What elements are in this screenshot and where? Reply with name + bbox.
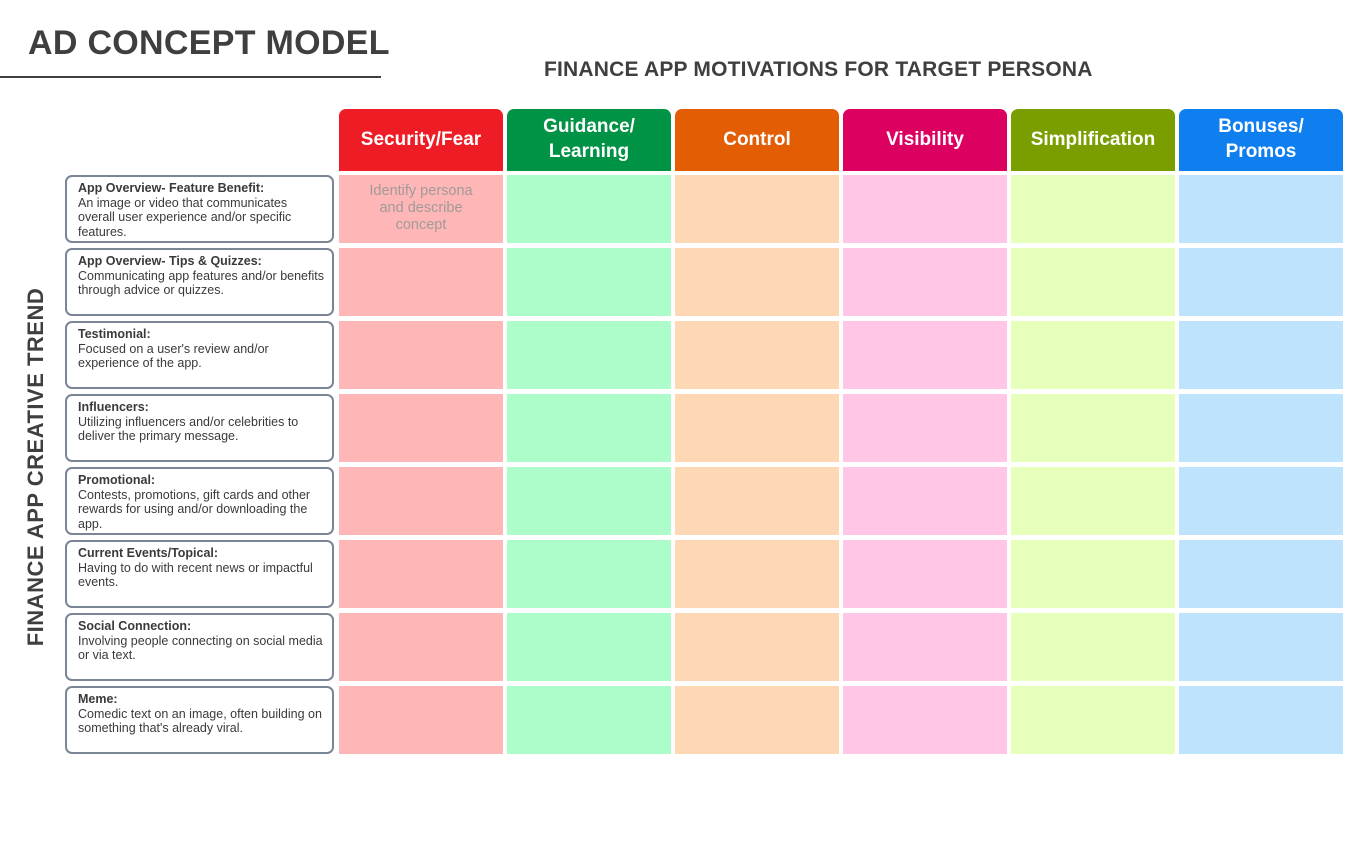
row-label: Current Events/Topical: Having to do with…: [65, 540, 334, 608]
matrix-cell[interactable]: Identify persona and describe concept: [339, 175, 503, 243]
row-label: Testimonial: Focused on a user's review a…: [65, 321, 334, 389]
matrix-cell[interactable]: [1011, 248, 1175, 316]
page-title: AD CONCEPT MODEL: [28, 24, 390, 62]
row-label: Influencers: Utilizing influencers and/or…: [65, 394, 334, 462]
matrix-cell[interactable]: [507, 394, 671, 462]
matrix-cell[interactable]: [1179, 321, 1343, 389]
matrix-cell[interactable]: [675, 394, 839, 462]
matrix-cell[interactable]: [339, 540, 503, 608]
column-header: Security/Fear: [339, 109, 503, 171]
matrix-cell[interactable]: [507, 613, 671, 681]
matrix-cell[interactable]: [339, 613, 503, 681]
matrix-cell[interactable]: [843, 540, 1007, 608]
cell-text: Identify persona and describe concept: [369, 183, 473, 233]
column-header-label: Guidance/ Learning: [543, 116, 635, 162]
matrix-cell[interactable]: [1179, 467, 1343, 535]
column-header-label: Security/Fear: [360, 128, 482, 150]
column-header: Visibility: [843, 109, 1007, 171]
matrix-cell[interactable]: [675, 540, 839, 608]
matrix-title: FINANCE APP MOTIVATIONS FOR TARGET PERSO…: [544, 58, 1093, 81]
row-label-title: Meme:: [78, 692, 118, 706]
matrix-cell[interactable]: [339, 686, 503, 754]
matrix-cell[interactable]: [1011, 175, 1175, 243]
matrix-cell[interactable]: [1179, 613, 1343, 681]
row-label-description: Having to do with recent news or impactf…: [78, 560, 313, 590]
row-label-description: Involving people connecting on social me…: [78, 633, 323, 663]
column-header: Simplification: [1011, 109, 1175, 171]
matrix-cell[interactable]: [1011, 394, 1175, 462]
matrix-cell[interactable]: [843, 467, 1007, 535]
matrix-cell[interactable]: [507, 467, 671, 535]
matrix-cell[interactable]: [1179, 540, 1343, 608]
row-label-title: Social Connection:: [78, 619, 192, 633]
row-label-description: Utilizing influencers and/or celebrities…: [78, 414, 299, 444]
row-label-description: Focused on a user's review and/or experi…: [78, 341, 269, 371]
row-label-description: Comedic text on an image, often building…: [78, 706, 322, 736]
matrix-cell[interactable]: [1179, 175, 1343, 243]
matrix-cell[interactable]: [675, 467, 839, 535]
column-header-label: Simplification: [1030, 128, 1156, 150]
column-header-label: Control: [723, 128, 791, 150]
row-label: Promotional: Contests, promotions, gift c…: [65, 467, 334, 535]
matrix-cell[interactable]: [339, 394, 503, 462]
matrix-cell[interactable]: [1179, 394, 1343, 462]
matrix-cell[interactable]: [1011, 467, 1175, 535]
matrix-cell[interactable]: [675, 686, 839, 754]
matrix-cell[interactable]: [1011, 540, 1175, 608]
matrix-cell[interactable]: [1011, 686, 1175, 754]
matrix-cell[interactable]: [1011, 321, 1175, 389]
matrix-cell[interactable]: [339, 467, 503, 535]
matrix-cell[interactable]: [843, 613, 1007, 681]
matrix-cell[interactable]: [675, 175, 839, 243]
title-divider: [0, 76, 381, 78]
matrix-cell[interactable]: [675, 321, 839, 389]
matrix-cell[interactable]: [843, 394, 1007, 462]
row-label-title: Testimonial:: [78, 327, 151, 341]
column-header: Guidance/ Learning: [507, 109, 671, 171]
matrix-cell[interactable]: [339, 321, 503, 389]
row-label-title: App Overview- Feature Benefit:: [78, 181, 265, 195]
matrix-cell[interactable]: [507, 248, 671, 316]
row-label-title: Promotional:: [78, 473, 156, 487]
row-label: App Overview- Feature Benefit: An image o…: [65, 175, 334, 243]
row-label-description: Communicating app features and/or benefi…: [78, 268, 324, 298]
column-header-label: Bonuses/ Promos: [1218, 116, 1304, 162]
row-label: Social Connection: Involving people conne…: [65, 613, 334, 681]
row-label-title: Influencers:: [78, 400, 149, 414]
matrix-cell[interactable]: [675, 248, 839, 316]
matrix-cell[interactable]: [675, 613, 839, 681]
matrix-cell[interactable]: [507, 321, 671, 389]
matrix-cell[interactable]: [507, 540, 671, 608]
row-label-description: An image or video that communicates over…: [78, 195, 292, 239]
matrix-cell[interactable]: [843, 321, 1007, 389]
row-label: Meme: Comedic text on an image, often bui…: [65, 686, 334, 754]
row-label: App Overview- Tips & Quizzes: Communicati…: [65, 248, 334, 316]
column-header: Control: [675, 109, 839, 171]
matrix-cell[interactable]: [507, 175, 671, 243]
matrix-cell[interactable]: [843, 175, 1007, 243]
matrix-cell[interactable]: [339, 248, 503, 316]
column-header-label: Visibility: [886, 128, 964, 150]
matrix-cell[interactable]: [507, 686, 671, 754]
matrix-cell[interactable]: [1011, 613, 1175, 681]
column-header: Bonuses/ Promos: [1179, 109, 1343, 171]
row-label-title: Current Events/Topical:: [78, 546, 219, 560]
matrix-cell[interactable]: [843, 686, 1007, 754]
row-axis-label: FINANCE APP CREATIVE TREND: [23, 287, 48, 647]
row-label-description: Contests, promotions, gift cards and oth…: [78, 487, 311, 531]
row-label-title: App Overview- Tips & Quizzes:: [78, 254, 262, 268]
matrix-cell[interactable]: [1179, 686, 1343, 754]
matrix-cell[interactable]: [1179, 248, 1343, 316]
matrix-cell[interactable]: [843, 248, 1007, 316]
